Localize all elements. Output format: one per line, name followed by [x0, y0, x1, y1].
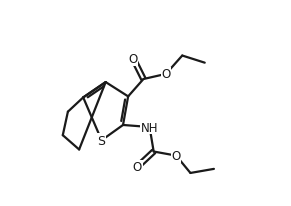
Text: O: O: [129, 53, 138, 66]
Text: NH: NH: [141, 121, 158, 134]
Text: S: S: [97, 134, 106, 147]
Text: O: O: [133, 160, 142, 173]
Text: O: O: [161, 68, 171, 81]
Text: O: O: [171, 149, 181, 162]
